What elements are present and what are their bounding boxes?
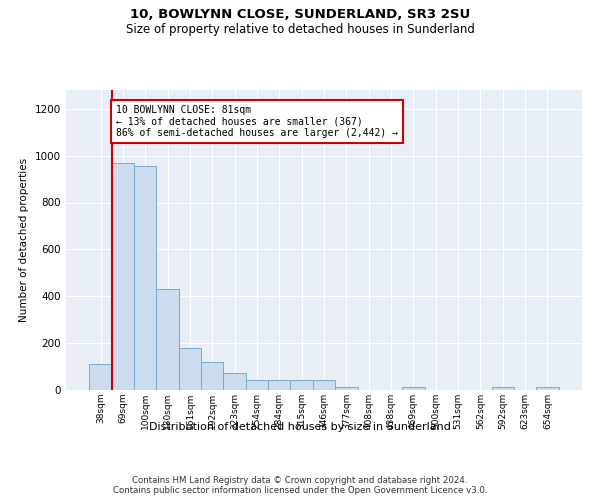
Bar <box>201 362 223 390</box>
Bar <box>157 289 179 390</box>
Bar <box>112 162 134 390</box>
Bar <box>536 386 559 390</box>
Text: Size of property relative to detached houses in Sunderland: Size of property relative to detached ho… <box>125 22 475 36</box>
Bar <box>313 380 335 390</box>
Bar <box>246 380 268 390</box>
Bar <box>491 386 514 390</box>
Bar <box>268 380 290 390</box>
Bar <box>134 166 157 390</box>
Text: 10 BOWLYNN CLOSE: 81sqm
← 13% of detached houses are smaller (367)
86% of semi-d: 10 BOWLYNN CLOSE: 81sqm ← 13% of detache… <box>116 105 398 138</box>
Bar <box>402 386 425 390</box>
Bar <box>179 348 201 390</box>
Bar <box>290 380 313 390</box>
Text: 10, BOWLYNN CLOSE, SUNDERLAND, SR3 2SU: 10, BOWLYNN CLOSE, SUNDERLAND, SR3 2SU <box>130 8 470 20</box>
Bar <box>89 364 112 390</box>
Text: Contains HM Land Registry data © Crown copyright and database right 2024.
Contai: Contains HM Land Registry data © Crown c… <box>113 476 487 495</box>
Text: Distribution of detached houses by size in Sunderland: Distribution of detached houses by size … <box>149 422 451 432</box>
Bar <box>223 373 246 390</box>
Y-axis label: Number of detached properties: Number of detached properties <box>19 158 29 322</box>
Bar <box>335 386 358 390</box>
